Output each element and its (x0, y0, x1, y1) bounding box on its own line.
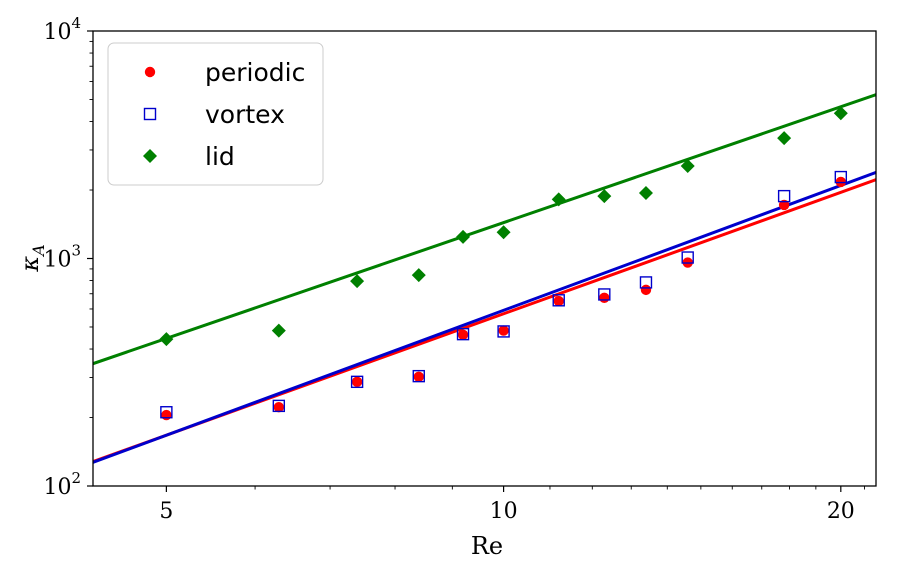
x-tick-label: 5 (159, 499, 173, 524)
data-point-lid (496, 225, 511, 240)
legend-box (107, 42, 324, 186)
data-point-lid (638, 186, 653, 201)
data-point-vortex (598, 288, 611, 301)
y-axis-title-subscript: A (29, 244, 48, 258)
data-point-vortex (834, 170, 848, 184)
data-point-vortex (456, 327, 470, 341)
data-markers (159, 106, 848, 421)
data-point-lid (777, 131, 792, 146)
data-point-lid (680, 159, 695, 174)
data-point-vortex (681, 251, 694, 264)
data-point-lid (456, 229, 471, 244)
data-point-lid (271, 323, 286, 338)
y-tick-label: 102 (43, 469, 81, 500)
legend-marker-vortex (143, 107, 157, 121)
data-point-vortex (639, 276, 653, 289)
data-point-lid (551, 192, 566, 207)
data-point-periodic (553, 295, 564, 307)
data-point-lid (833, 106, 848, 121)
data-point-lid (597, 189, 612, 204)
data-point-lid (350, 274, 365, 289)
fit-line-lid (93, 93, 876, 366)
data-point-vortex (552, 294, 565, 307)
fit-line-vortex (93, 171, 876, 464)
data-point-vortex (272, 399, 286, 413)
data-point-lid (159, 332, 174, 347)
legend: periodic vortex lid (107, 42, 324, 186)
x-tick-label: 10 (490, 499, 518, 524)
legend-marker-lid (143, 149, 157, 163)
legend-label-periodic: periodic (205, 58, 305, 87)
y-axis: 102 103 104 (43, 14, 93, 500)
legend-marker-periodic (144, 66, 156, 78)
x-axis: 5 10 20 (159, 486, 866, 524)
data-point-periodic (161, 409, 172, 421)
legend-label-lid: lid (205, 142, 235, 171)
data-point-periodic (457, 329, 469, 340)
data-point-periodic (599, 292, 610, 303)
fit-lines (93, 93, 876, 464)
data-point-periodic (413, 371, 424, 382)
data-point-vortex (350, 375, 364, 389)
data-point-vortex (160, 406, 173, 419)
legend-label-vortex: vortex (205, 100, 285, 129)
y-tick-label: 103 (43, 242, 81, 273)
data-point-vortex (412, 369, 425, 383)
x-axis-title: Re (471, 532, 503, 560)
data-point-lid (411, 268, 426, 283)
data-point-periodic (498, 325, 509, 336)
data-point-periodic (640, 284, 652, 296)
data-point-periodic (351, 376, 363, 388)
y-axis-title: κA (16, 244, 48, 272)
data-point-vortex (497, 325, 510, 338)
data-point-periodic (273, 402, 285, 413)
x-tick-label: 20 (827, 499, 855, 524)
y-axis-title-main: κ (16, 256, 44, 273)
data-point-vortex (777, 189, 791, 203)
svg-text:κA: κA (16, 244, 48, 272)
y-tick-label: 104 (43, 14, 81, 45)
